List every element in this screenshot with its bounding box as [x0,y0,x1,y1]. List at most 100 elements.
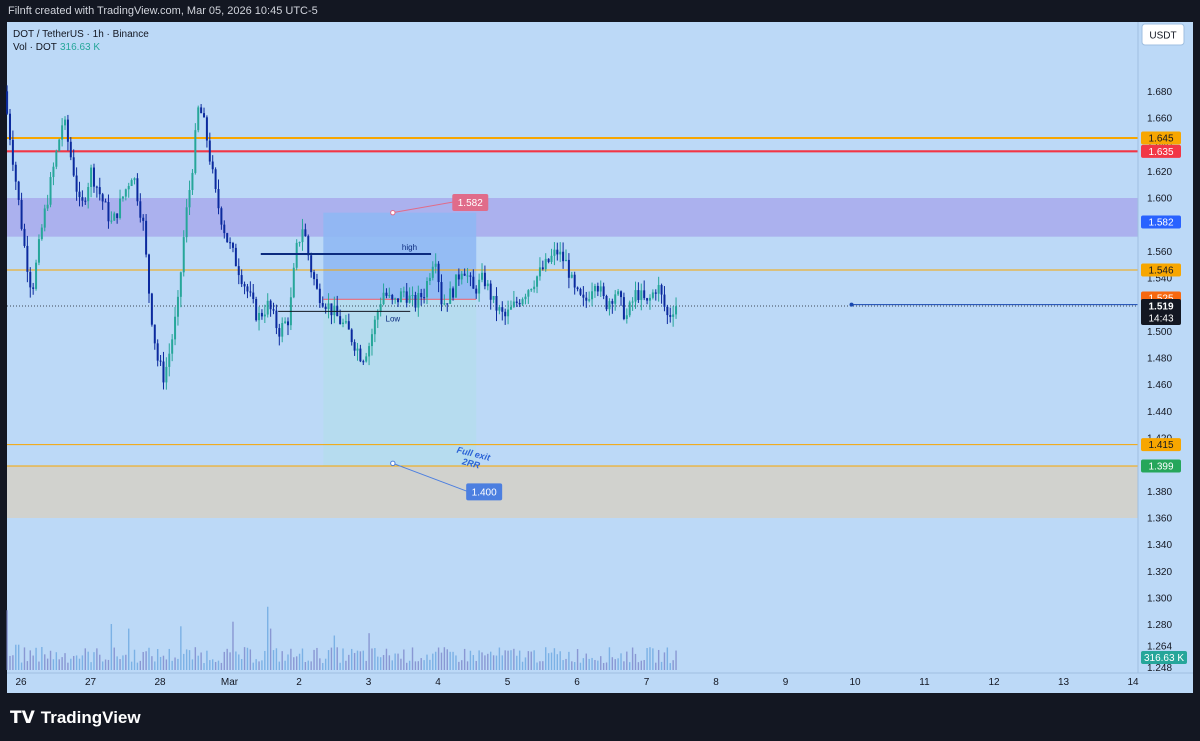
volume-bar [255,659,257,670]
volume-bar [504,650,506,670]
volume-bar [391,660,393,670]
price-tag-1.635[interactable]: 1.635 [1141,144,1181,158]
callout-anchor-0[interactable] [390,209,396,216]
candle [457,268,460,286]
time-tick: 9 [783,677,789,688]
ray-anchor[interactable] [849,302,854,307]
volume-bar [339,662,341,670]
price-tick: 1.560 [1147,247,1172,258]
volume-bar [655,662,657,670]
volume-bar [492,655,495,670]
callout-tag-1[interactable] [466,483,503,501]
time-tick: 27 [85,677,97,688]
candle [113,211,116,222]
volume-bar [188,650,191,670]
volume-tag[interactable]: 316.63 K [1141,651,1187,664]
candle [142,214,145,231]
candle [460,271,463,285]
candle [518,299,521,308]
callout-tag-0[interactable] [452,194,489,211]
candle [373,315,376,343]
level-label-high: high [402,243,417,252]
candle [666,304,669,325]
volume-bar [267,606,269,670]
volume-bar [281,651,283,670]
candle [599,280,602,297]
candle [6,85,9,115]
volume-bar [104,659,107,670]
volume-bar [243,647,246,670]
price-tag-1.546[interactable]: 1.546 [1141,263,1181,277]
candle [478,273,481,302]
volume-bar [576,649,579,670]
price-tag-1.415[interactable]: 1.415 [1141,438,1181,452]
volume-bar [122,655,124,670]
candle [313,269,316,286]
candle [420,288,423,306]
volume-legend-label[interactable]: Vol · DOT [13,42,57,53]
volume-bar [293,657,295,670]
volume-bar [70,658,72,670]
candle [466,267,469,284]
candle [110,211,113,224]
candle [637,282,640,303]
candle [269,299,272,317]
callout-line-1 [392,462,468,492]
price-tag-1.645[interactable]: 1.645 [1141,131,1181,145]
volume-bar [643,660,645,670]
candle [350,328,353,346]
volume-bar [573,662,576,670]
volume-bar [348,654,350,670]
volume-bar [154,661,156,670]
candle [226,232,229,243]
candle [95,185,98,198]
candle [417,285,420,317]
candle [121,196,124,202]
price-tick: 1.480 [1147,354,1172,365]
symbol-legend[interactable]: DOT / TetherUS · 1h · Binance [13,29,149,40]
price-tag-1.582[interactable]: 1.582 [1141,215,1181,229]
attribution-bar: Filnft created with TradingView.com, Mar… [0,0,1200,22]
time-tick: Mar [221,677,239,688]
currency-button[interactable]: USDT [1141,23,1185,46]
candle [229,237,232,249]
footer-bar: 𝗧𝗩 TradingView [0,693,1200,741]
callout-anchor-1[interactable] [390,460,396,467]
candle [405,282,408,308]
price-tick: 1.300 [1147,594,1172,605]
candle [318,283,321,308]
candle [672,306,675,327]
target-box[interactable] [323,212,477,300]
volume-bar [304,661,307,670]
svg-text:1.582: 1.582 [1148,218,1173,229]
candle [220,206,223,230]
tradingview-logo[interactable]: 𝗧𝗩 TradingView [10,708,141,728]
candle [69,137,72,161]
volume-bar [310,661,312,670]
candle [596,282,599,297]
candle [286,317,289,336]
volume-bar [626,651,628,670]
volume-bar [611,657,614,670]
candle [527,289,530,304]
time-axis[interactable]: 26 27 28 Mar 2 3 4 5 6 7 8 9 10 11 12 13 14 [15,677,1139,688]
candle [585,291,588,308]
volume-bar [148,647,150,670]
volume-bar [61,657,63,670]
volume-bar [64,653,66,670]
candle [544,253,547,272]
chart-frame[interactable]: high Low 1.582 1.400 Full exit 2RR 1.680 1.66… [0,22,1200,693]
candle [582,286,585,307]
candle [203,107,206,118]
candle [411,286,414,306]
candle [481,263,484,283]
candle [628,300,631,318]
candle [327,293,330,319]
price-tag-1.399[interactable]: 1.399 [1141,459,1181,473]
volume-bar [669,663,671,670]
stop-box[interactable] [323,299,477,466]
volume-bar [197,655,199,670]
time-tick: 12 [988,677,1000,688]
